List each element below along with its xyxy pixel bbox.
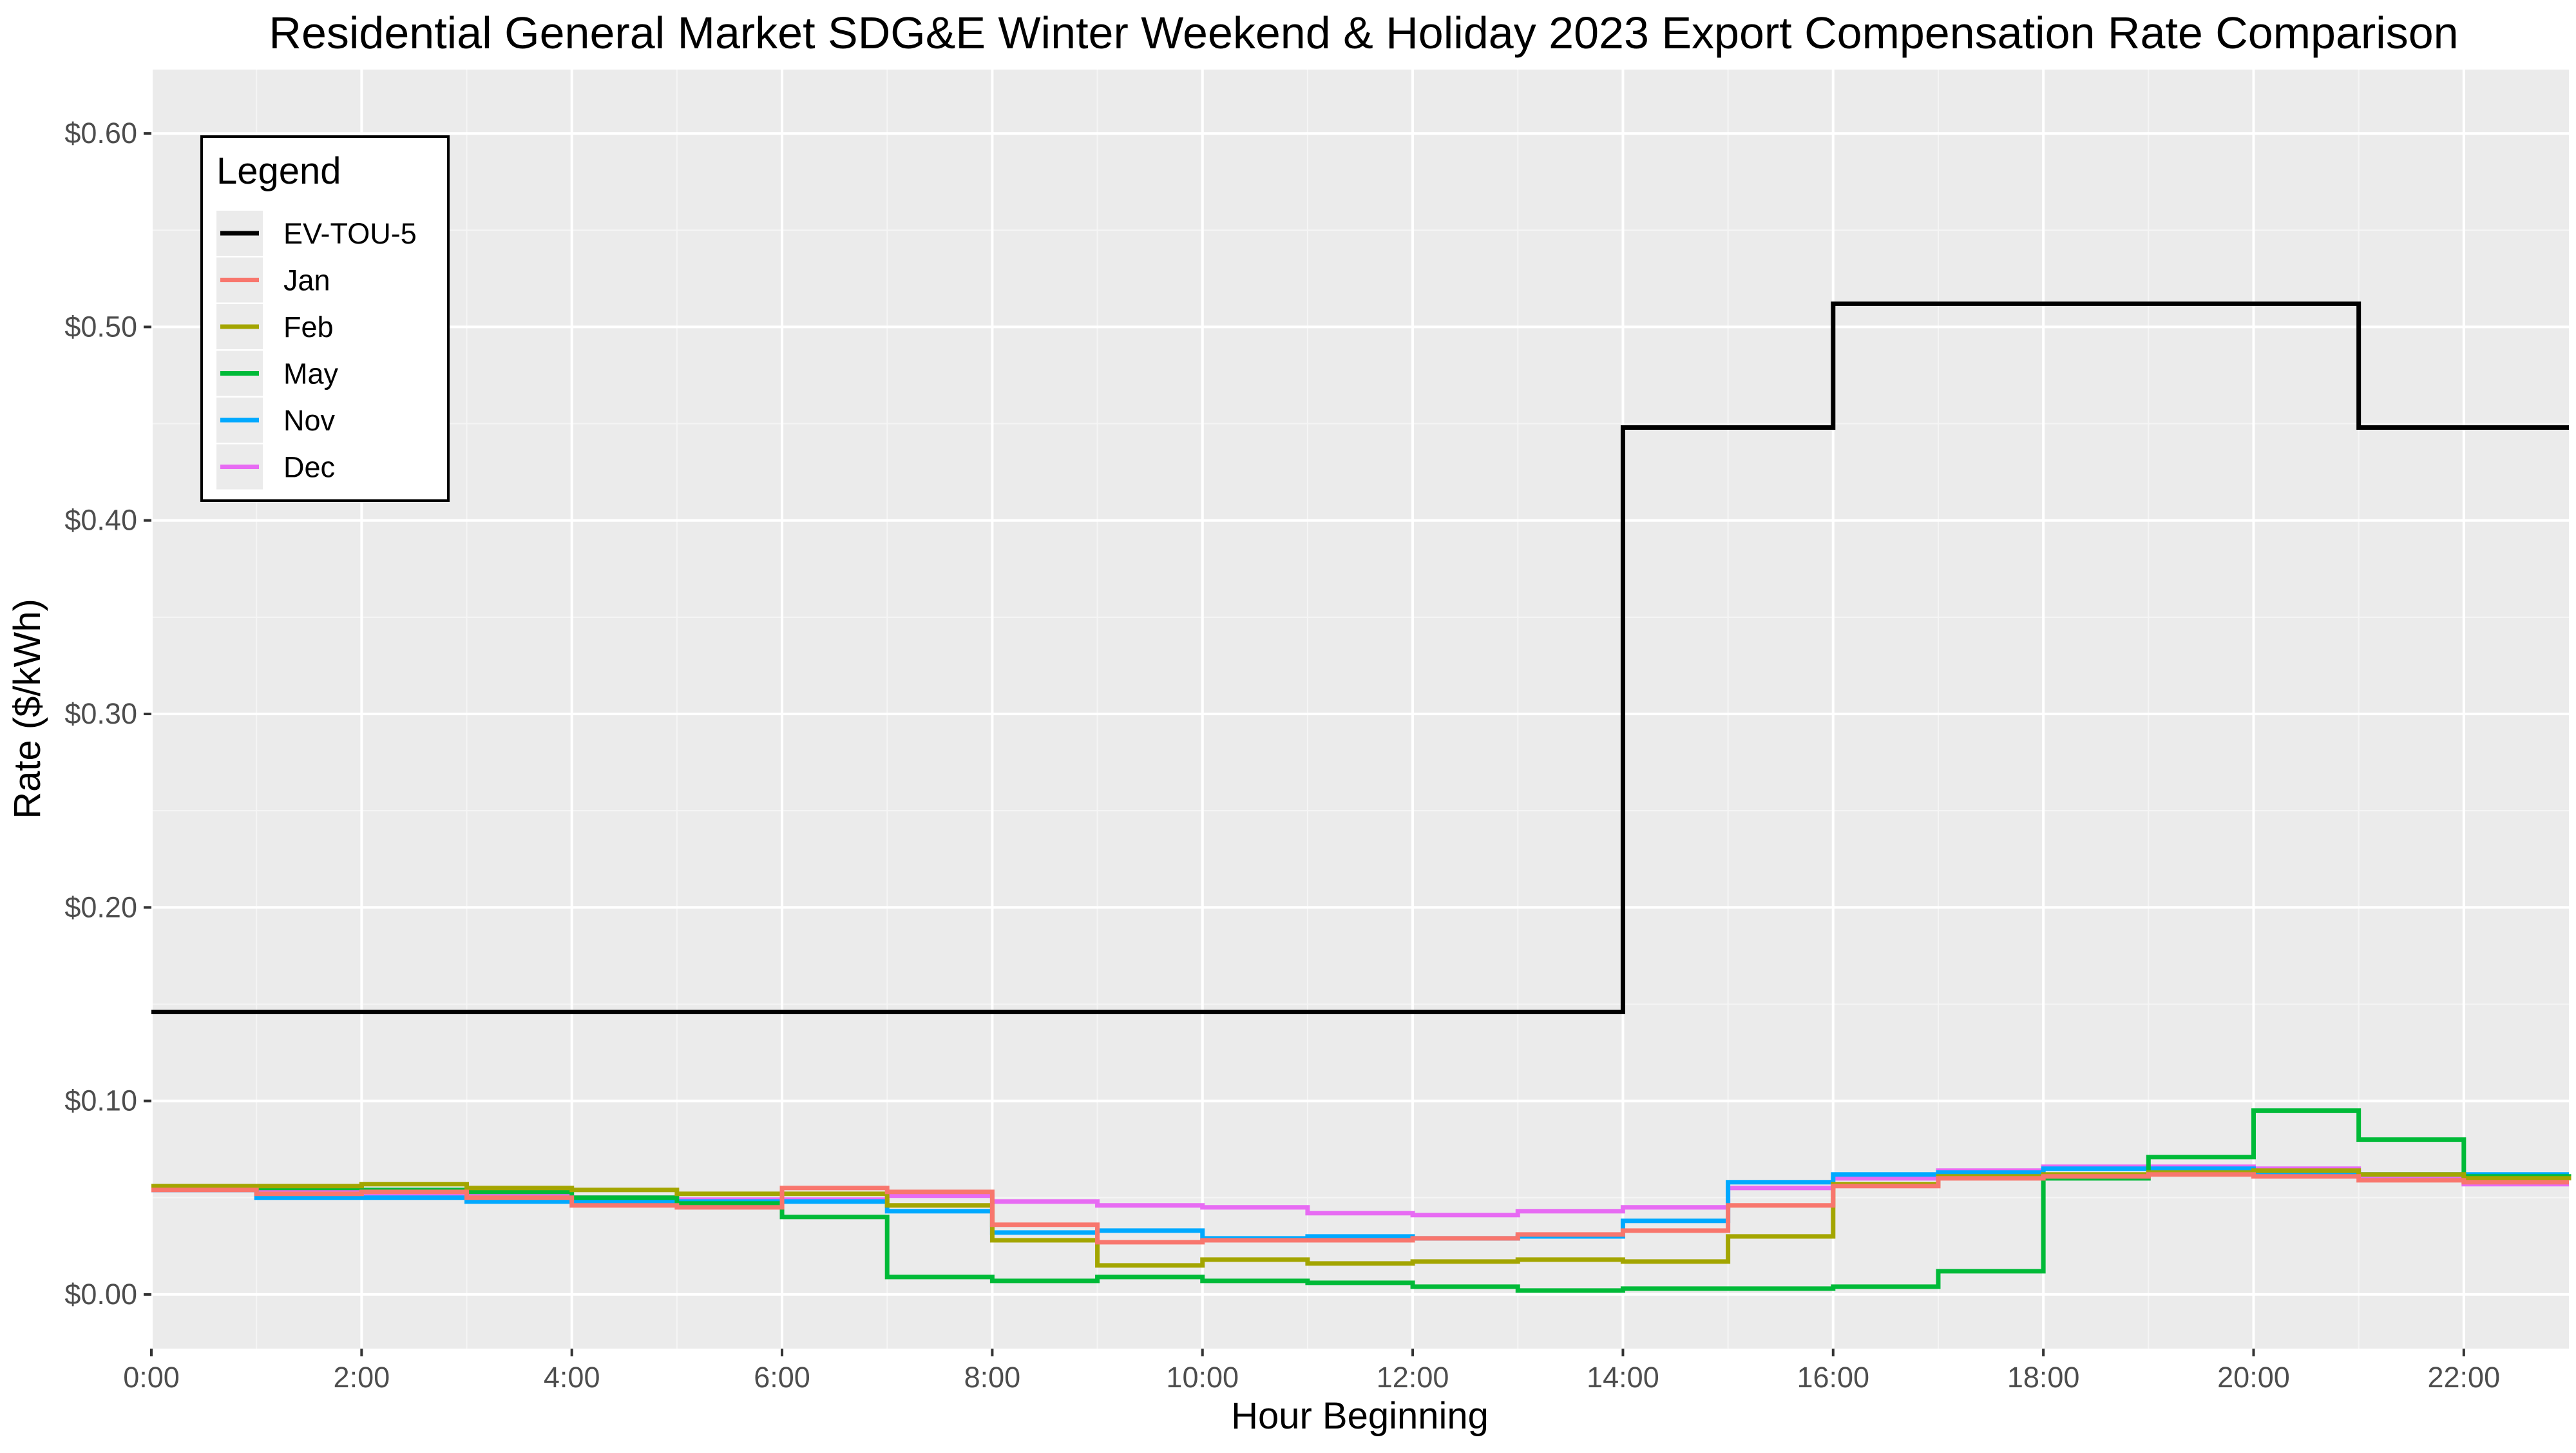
x-tick-label: 14:00 xyxy=(1587,1361,1659,1394)
x-tick-label: 22:00 xyxy=(2428,1361,2501,1394)
y-tick-label: $0.00 xyxy=(64,1278,137,1311)
x-tick-label: 10:00 xyxy=(1166,1361,1239,1394)
y-axis: $0.00 $0.10 $0.20 $0.30 $0.40 $0.50 $0.60 xyxy=(64,117,151,1311)
y-tick-label: $0.10 xyxy=(64,1084,137,1117)
legend-label: May xyxy=(283,358,339,390)
x-tick-label: 12:00 xyxy=(1377,1361,1449,1394)
x-axis-title: Hour Beginning xyxy=(1231,1395,1489,1437)
legend-label: Dec xyxy=(283,451,335,484)
y-axis-title: Rate ($/kWh) xyxy=(6,599,48,819)
legend-title: Legend xyxy=(216,150,341,192)
legend: Legend EV-TOU-5 Jan Feb May Nov Dec xyxy=(200,135,450,502)
x-tick-label: 4:00 xyxy=(544,1361,600,1394)
x-tick-label: 20:00 xyxy=(2217,1361,2290,1394)
legend-label: Feb xyxy=(283,311,334,343)
y-tick-label: $0.50 xyxy=(64,310,137,343)
series-line-may xyxy=(151,1108,2571,1293)
x-tick-label: 2:00 xyxy=(334,1361,390,1394)
series-line-jan xyxy=(151,1172,2569,1245)
series-line-ev-tou-5 xyxy=(151,301,2569,1014)
legend-label: Jan xyxy=(283,264,330,297)
legend-items: EV-TOU-5 Jan Feb May Nov Dec xyxy=(216,211,417,490)
legend-label: EV-TOU-5 xyxy=(283,217,417,250)
legend-label: Nov xyxy=(283,404,336,437)
x-axis: 0:00 2:00 4:00 6:00 8:00 10:00 12:00 14:00 16:00… xyxy=(123,1349,2500,1394)
y-tick-label: $0.30 xyxy=(64,697,137,730)
x-tick-label: 0:00 xyxy=(123,1361,180,1394)
y-tick-label: $0.20 xyxy=(64,890,137,923)
chart-title: Residential General Market SDG&E Winter … xyxy=(269,8,2458,58)
y-tick-label: $0.40 xyxy=(64,504,137,537)
x-tick-label: 16:00 xyxy=(1797,1361,1869,1394)
y-tick-label: $0.60 xyxy=(64,117,137,149)
plot-panel xyxy=(151,70,2569,1349)
series-layer xyxy=(151,301,2571,1293)
grid-minor xyxy=(151,70,2569,1349)
x-tick-label: 8:00 xyxy=(964,1361,1021,1394)
x-tick-label: 6:00 xyxy=(754,1361,810,1394)
x-tick-label: 18:00 xyxy=(2007,1361,2080,1394)
